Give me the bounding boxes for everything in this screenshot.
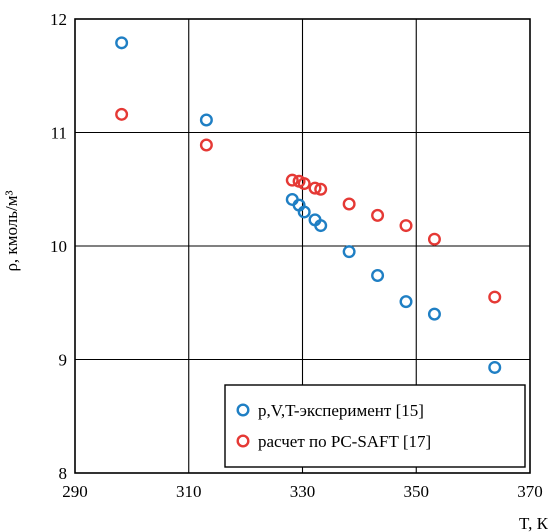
data-point [488, 360, 502, 374]
x-tick-label: 370 [517, 482, 543, 501]
data-point [297, 205, 311, 219]
x-tick-label: 330 [290, 482, 316, 501]
data-point [399, 219, 413, 233]
y-axis-label: ρ, кмоль/м³ [2, 190, 21, 271]
x-axis-label: T, К [519, 514, 549, 532]
tick-labels: 290 310 330 350 370 8 9 10 11 12 [50, 10, 543, 501]
data-point [199, 113, 213, 127]
data-point [314, 182, 328, 196]
data-point [399, 295, 413, 309]
data-point [488, 290, 502, 304]
data-point [199, 138, 213, 152]
legend: p,V,T-эксперимент [15] расчет по PC-SAFT … [224, 384, 526, 468]
y-tick-label: 8 [59, 464, 68, 483]
data-point [342, 245, 356, 259]
data-points [115, 36, 502, 374]
data-point [308, 181, 322, 195]
plot-frame [74, 18, 531, 474]
x-tick-label: 310 [176, 482, 202, 501]
data-point [371, 208, 385, 222]
data-point [297, 177, 311, 191]
y-tick-label: 10 [50, 237, 67, 256]
y-tick-label: 11 [51, 124, 67, 143]
y-tick-label: 9 [59, 351, 68, 370]
y-tick-label: 12 [50, 10, 67, 29]
grid [75, 19, 530, 473]
data-point [314, 219, 328, 233]
x-tick-label: 350 [404, 482, 430, 501]
data-point [427, 232, 441, 246]
data-point [115, 36, 129, 50]
x-tick-label: 290 [62, 482, 88, 501]
data-point [427, 307, 441, 321]
data-point [285, 173, 299, 187]
legend-box [224, 384, 526, 468]
legend-marker [236, 403, 250, 417]
legend-marker [236, 434, 250, 448]
legend-label: p,V,T-эксперимент [15] [258, 401, 424, 420]
legend-label: расчет по PC-SAFT [17] [258, 432, 431, 451]
data-point [371, 269, 385, 283]
data-point [115, 107, 129, 121]
data-point [342, 197, 356, 211]
